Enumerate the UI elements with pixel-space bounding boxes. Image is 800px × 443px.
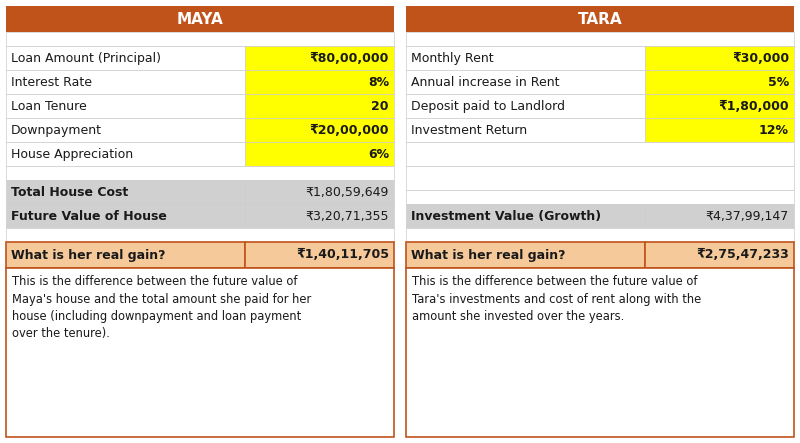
Bar <box>406 46 645 70</box>
Text: ₹4,37,99,147: ₹4,37,99,147 <box>706 210 789 222</box>
Text: ₹20,00,000: ₹20,00,000 <box>310 124 389 136</box>
Bar <box>245 94 394 118</box>
Text: ₹80,00,000: ₹80,00,000 <box>310 51 389 65</box>
Text: This is the difference between the future value of
Tara's investments and cost o: This is the difference between the futur… <box>412 275 702 323</box>
Bar <box>6 6 394 32</box>
Bar <box>406 118 645 142</box>
Text: 20: 20 <box>371 100 389 113</box>
Bar <box>645 70 794 94</box>
Bar <box>6 166 394 180</box>
Bar <box>406 142 794 166</box>
Bar <box>245 118 394 142</box>
Text: ₹2,75,47,233: ₹2,75,47,233 <box>696 249 789 261</box>
Bar <box>645 118 794 142</box>
Text: TARA: TARA <box>578 12 622 27</box>
Text: What is her real gain?: What is her real gain? <box>411 249 566 261</box>
Text: 6%: 6% <box>368 148 389 160</box>
Text: This is the difference between the future value of
Maya's house and the total am: This is the difference between the futur… <box>12 275 311 341</box>
Bar <box>6 118 245 142</box>
Bar <box>6 204 245 228</box>
Text: House Appreciation: House Appreciation <box>11 148 133 160</box>
Bar <box>6 228 394 242</box>
Bar <box>245 46 394 70</box>
Bar <box>245 70 394 94</box>
Bar <box>245 180 394 204</box>
Bar <box>406 166 794 190</box>
Text: Future Value of House: Future Value of House <box>11 210 167 222</box>
Text: 5%: 5% <box>768 75 789 89</box>
Text: What is her real gain?: What is her real gain? <box>11 249 166 261</box>
Bar <box>406 228 794 242</box>
Bar <box>6 180 245 204</box>
Bar <box>6 70 245 94</box>
Text: Total House Cost: Total House Cost <box>11 186 128 198</box>
Text: Downpayment: Downpayment <box>11 124 102 136</box>
Text: Investment Value (Growth): Investment Value (Growth) <box>411 210 601 222</box>
Text: Investment Return: Investment Return <box>411 124 527 136</box>
Bar <box>645 242 794 268</box>
Text: ₹3,20,71,355: ₹3,20,71,355 <box>306 210 389 222</box>
Text: Annual increase in Rent: Annual increase in Rent <box>411 75 559 89</box>
Bar <box>245 242 394 268</box>
Text: MAYA: MAYA <box>177 12 223 27</box>
Bar <box>406 268 794 437</box>
Bar <box>245 204 394 228</box>
Text: Monthly Rent: Monthly Rent <box>411 51 494 65</box>
Bar <box>645 46 794 70</box>
Bar <box>6 32 394 46</box>
Bar <box>406 70 645 94</box>
Bar <box>406 94 645 118</box>
Bar <box>406 242 645 268</box>
Bar <box>406 190 794 204</box>
Bar <box>406 32 794 46</box>
Bar <box>406 6 794 32</box>
Text: Interest Rate: Interest Rate <box>11 75 92 89</box>
Bar <box>245 142 394 166</box>
Bar <box>6 46 245 70</box>
Bar <box>406 204 645 228</box>
Text: ₹1,80,000: ₹1,80,000 <box>718 100 789 113</box>
Text: ₹1,80,59,649: ₹1,80,59,649 <box>306 186 389 198</box>
Bar <box>6 142 245 166</box>
Text: 12%: 12% <box>759 124 789 136</box>
Text: Deposit paid to Landlord: Deposit paid to Landlord <box>411 100 565 113</box>
Bar <box>6 242 245 268</box>
Text: Loan Amount (Principal): Loan Amount (Principal) <box>11 51 161 65</box>
Bar <box>6 94 245 118</box>
Bar <box>6 268 394 437</box>
Text: Loan Tenure: Loan Tenure <box>11 100 86 113</box>
Text: 8%: 8% <box>368 75 389 89</box>
Text: ₹30,000: ₹30,000 <box>732 51 789 65</box>
Text: ₹1,40,11,705: ₹1,40,11,705 <box>296 249 389 261</box>
Bar <box>645 204 794 228</box>
Bar <box>645 94 794 118</box>
